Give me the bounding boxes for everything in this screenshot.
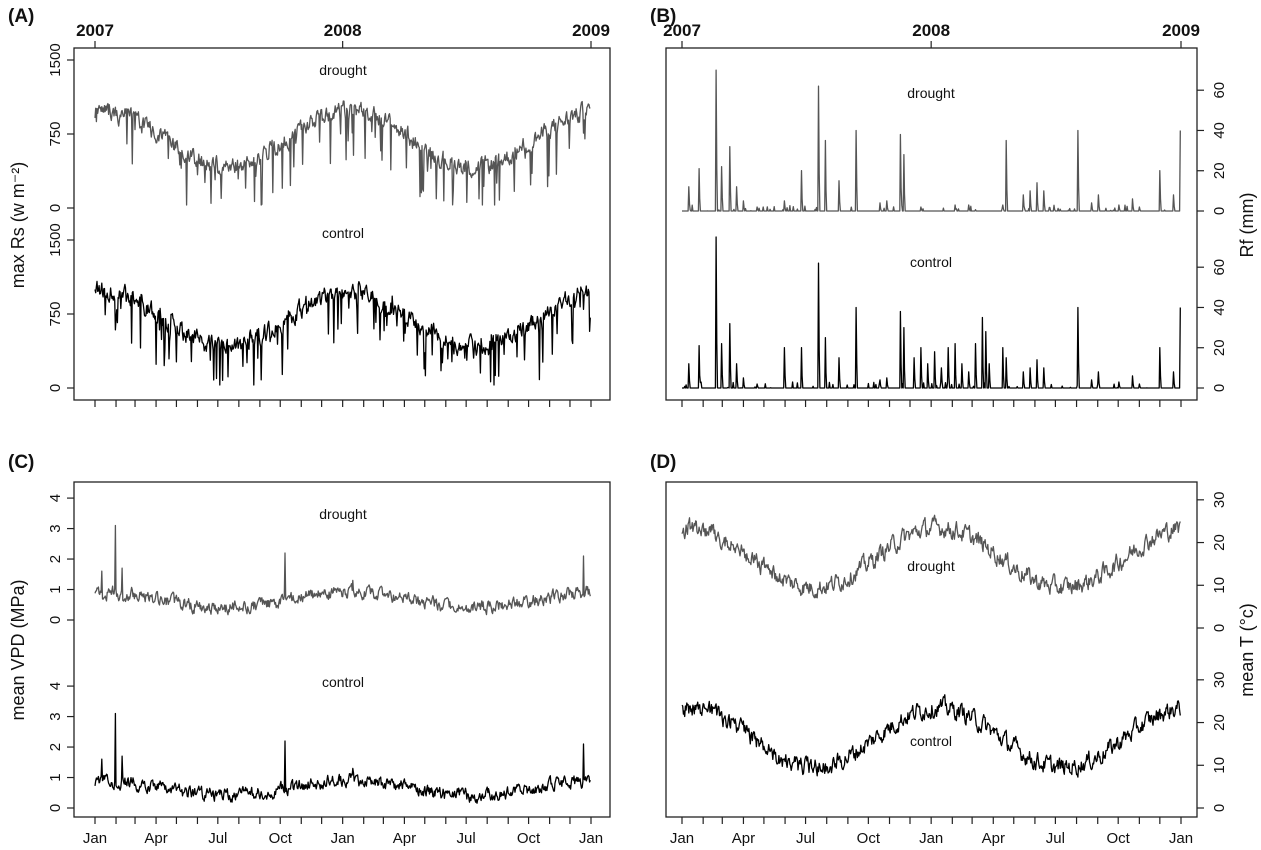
month-tick-label: Jul <box>796 830 815 847</box>
y-tick-label: 2 <box>47 555 64 563</box>
y-tick-label: 1500 <box>47 223 64 256</box>
month-tick-label: Oct <box>1107 830 1131 847</box>
y-tick-label: 40 <box>1211 122 1228 139</box>
panel-b: (B) Rf (mm) 2007 2008 20090204060drought02… <box>650 6 1257 407</box>
panel-d-label: (D) <box>650 452 676 473</box>
month-tick-label: Apr <box>732 830 755 847</box>
y-tick-label: 0 <box>47 616 64 624</box>
month-tick-label: Oct <box>517 830 541 847</box>
panel-a-label: (A) <box>8 6 34 27</box>
series-line-drought <box>682 69 1181 212</box>
month-tick-label: Jan <box>919 830 943 847</box>
y-tick-label: 0 <box>1211 804 1228 812</box>
month-tick-label: Oct <box>269 830 293 847</box>
series-line-control <box>681 694 1181 778</box>
y-tick-label: 0 <box>47 384 64 392</box>
panel-c-frame <box>73 481 611 818</box>
y-tick-label: 20 <box>1211 339 1228 356</box>
series-label-control: control <box>910 254 952 270</box>
y-tick-label: 30 <box>1211 671 1228 688</box>
y-tick-label: 0 <box>1211 384 1228 392</box>
series-line-drought <box>94 524 591 616</box>
panel-c-ylabel: mean VPD (MPa) <box>8 579 28 720</box>
panel-d-plot-area: Jan Apr Jul Oct Jan Apr Jul Oct Jan 0 10 20 30 drough… <box>670 491 1228 847</box>
y-tick-label: 0 <box>47 204 64 212</box>
y-tick-label: 1 <box>47 585 64 593</box>
month-tick-label: Oct <box>857 830 881 847</box>
y-tick-label: 0 <box>47 804 64 812</box>
y-tick-label: 3 <box>47 712 64 720</box>
panel-b-ylabel: Rf (mm) <box>1237 193 1257 258</box>
y-tick-label: 750 <box>47 121 64 146</box>
y-tick-label: 750 <box>47 301 64 326</box>
y-tick-label: 10 <box>1211 577 1228 594</box>
series-label-control: control <box>322 674 364 690</box>
panel-b-plot-area: 2007 2008 2009 0 20 40 60 drought 0 20 40 60 control <box>663 21 1228 407</box>
month-tick-label: Jul <box>1046 830 1065 847</box>
year-tick-label: 2007 <box>76 21 114 40</box>
series-label-control: control <box>322 225 364 241</box>
year-tick-label: 2009 <box>572 21 610 40</box>
y-tick-label: 20 <box>1211 162 1228 179</box>
year-tick-label: 2007 <box>663 21 701 40</box>
y-tick-label: 30 <box>1211 491 1228 508</box>
year-tick-label: 2008 <box>324 21 362 40</box>
month-tick-label: Jul <box>208 830 227 847</box>
series-label-drought: drought <box>319 506 367 522</box>
y-tick-label: 20 <box>1211 534 1228 551</box>
y-tick-label: 10 <box>1211 757 1228 774</box>
series-label-drought: drought <box>907 85 955 101</box>
y-tick-label: 1 <box>47 773 64 781</box>
y-tick-label: 2 <box>47 743 64 751</box>
series-line-control <box>682 236 1181 389</box>
panel-c-plot-area: Jan Apr Jul Oct Jan Apr Jul Oct Jan 0 1 2 3 4 drought 0… <box>47 494 603 847</box>
series-label-drought: drought <box>319 62 367 78</box>
panel-b-label: (B) <box>650 6 676 27</box>
panel-d-ylabel: mean T (°c) <box>1237 603 1257 697</box>
panel-a: (A) max Rs (w m⁻²) 2007 2008 2009 0 750 1500 d… <box>8 6 611 407</box>
month-tick-label: Jul <box>457 830 476 847</box>
month-tick-label: Jan <box>579 830 603 847</box>
y-tick-label: 1500 <box>47 43 64 76</box>
y-tick-label: 60 <box>1211 259 1228 276</box>
y-tick-label: 0 <box>1211 207 1228 215</box>
y-tick-label: 20 <box>1211 714 1228 731</box>
month-tick-label: Apr <box>144 830 167 847</box>
month-tick-label: Apr <box>982 830 1005 847</box>
month-tick-label: Jan <box>1169 830 1193 847</box>
y-tick-label: 4 <box>47 682 64 690</box>
month-tick-label: Jan <box>670 830 694 847</box>
series-label-drought: drought <box>907 558 955 574</box>
series-line-drought <box>681 514 1181 599</box>
y-tick-label: 4 <box>47 494 64 502</box>
panel-d-frame <box>665 481 1198 818</box>
y-tick-label: 0 <box>1211 624 1228 632</box>
panel-c: (C) mean VPD (MPa) Jan Apr Jul Oct Jan Apr Jul… <box>8 452 611 847</box>
panel-d: (D) mean T (°c) Jan Apr Jul Oct Jan Apr Jul Oct… <box>650 452 1257 847</box>
series-label-control: control <box>910 733 952 749</box>
panel-a-ylabel: max Rs (w m⁻²) <box>8 162 28 288</box>
month-tick-label: Jan <box>331 830 355 847</box>
y-tick-label: 40 <box>1211 299 1228 316</box>
month-tick-label: Jan <box>83 830 107 847</box>
panel-a-plot-area: 2007 2008 2009 0 750 1500 drought 0 750 1500 contr… <box>47 21 610 407</box>
y-tick-label: 60 <box>1211 82 1228 99</box>
series-line-control <box>94 712 591 804</box>
year-tick-label: 2009 <box>1162 21 1200 40</box>
year-tick-label: 2008 <box>912 21 950 40</box>
panel-c-label: (C) <box>8 452 34 473</box>
month-tick-label: Apr <box>393 830 416 847</box>
series-line-control <box>94 280 591 386</box>
panel-a-frame <box>73 47 611 401</box>
series-line-drought <box>94 100 591 206</box>
y-tick-label: 3 <box>47 524 64 532</box>
